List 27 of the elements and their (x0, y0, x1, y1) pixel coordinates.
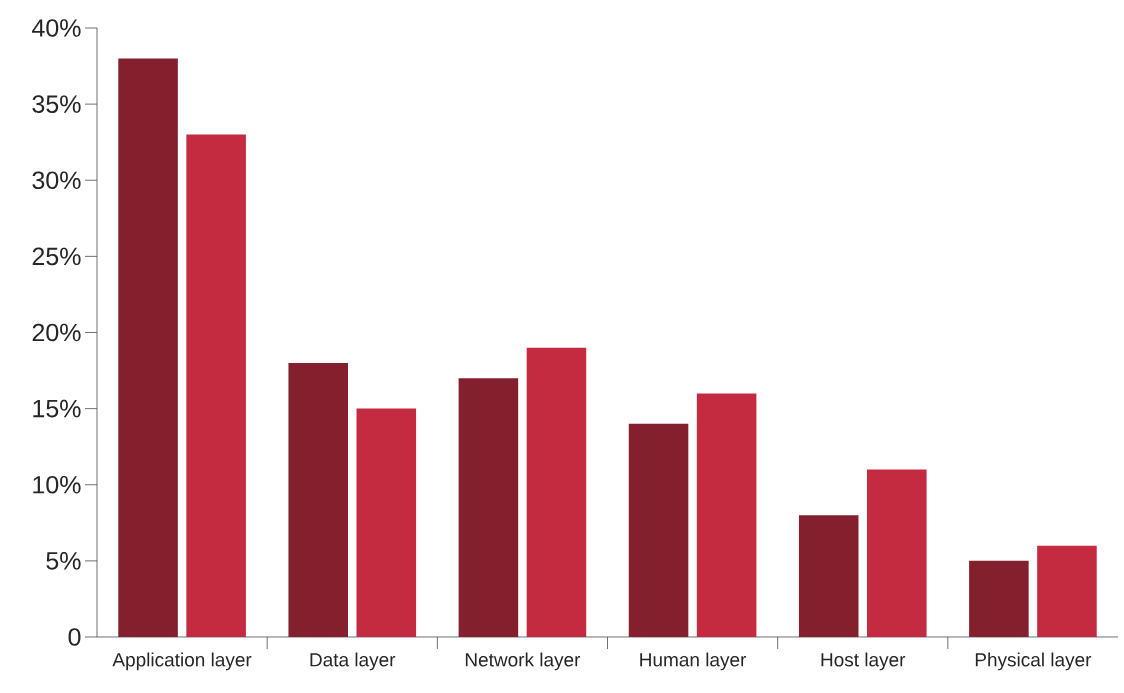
y-tick-label: 15% (33, 399, 81, 418)
x-tick-label: Data layer (310, 652, 396, 671)
y-tick-label: 35% (32, 95, 81, 113)
y-tick-label: 40% (32, 19, 81, 37)
bar (696, 393, 757, 637)
x-tick-label: Physical layer (975, 652, 1092, 671)
y-tick-label: 5% (46, 552, 81, 570)
bar (526, 347, 587, 637)
y-tick-label: 10% (33, 475, 81, 494)
x-tick-label: Human layer (640, 652, 747, 671)
y-tick-label: 0 (68, 628, 81, 646)
bar (867, 469, 927, 637)
bar (288, 362, 348, 637)
bar (798, 515, 859, 637)
bar (118, 58, 178, 637)
bar (186, 134, 246, 637)
bar (1037, 545, 1097, 637)
y-tick-label: 25% (32, 247, 81, 266)
x-tick-label: Network layer (465, 652, 581, 671)
bar (458, 378, 519, 637)
bar (628, 423, 689, 637)
y-tick-label: 30% (32, 171, 81, 190)
x-tick-label: Application layer (112, 652, 252, 671)
y-tick-label: 20% (32, 323, 81, 342)
bar (356, 408, 417, 637)
bar (969, 560, 1029, 637)
x-tick-label: Host layer (821, 652, 906, 671)
